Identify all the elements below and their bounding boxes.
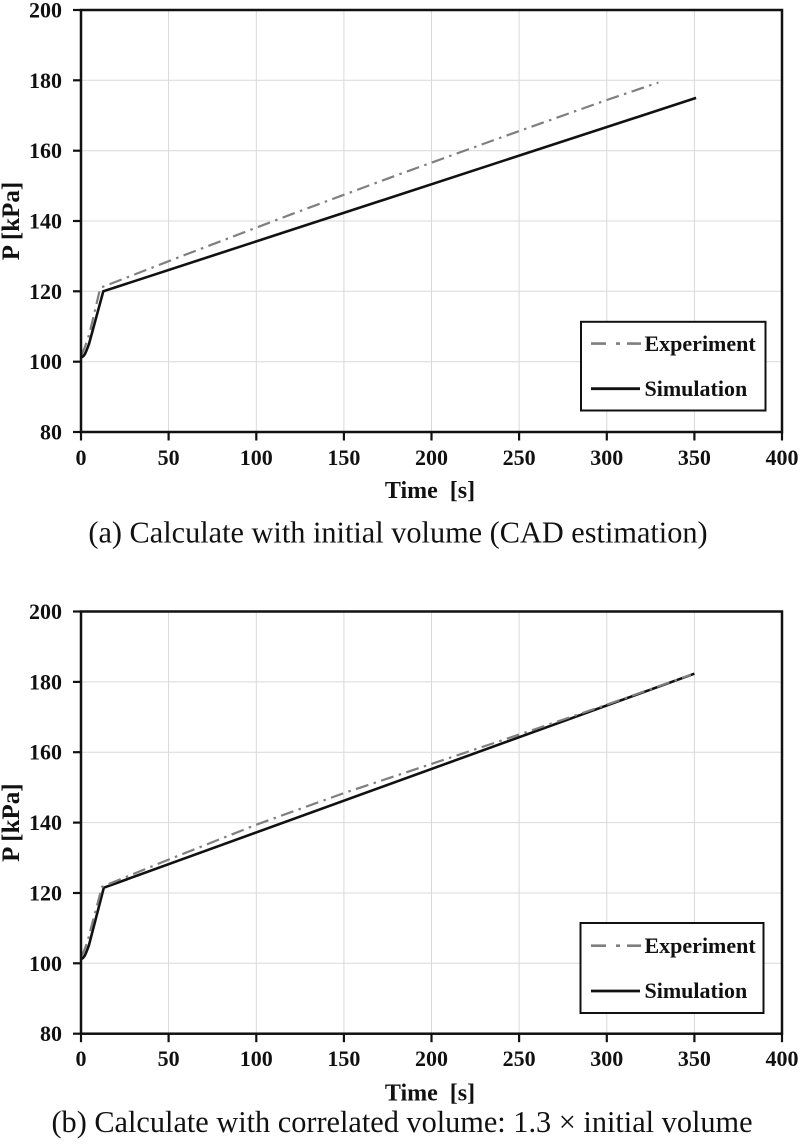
svg-text:100: 100 <box>240 1046 273 1071</box>
svg-text:Simulation: Simulation <box>645 376 748 401</box>
svg-text:Simulation: Simulation <box>645 978 748 1003</box>
svg-text:200: 200 <box>415 445 448 470</box>
svg-text:Time [s]: Time [s] <box>385 1081 475 1107</box>
svg-text:300: 300 <box>590 445 623 470</box>
svg-text:200: 200 <box>29 0 62 23</box>
svg-text:400: 400 <box>766 445 799 470</box>
svg-text:120: 120 <box>29 881 62 906</box>
svg-text:350: 350 <box>678 1046 711 1071</box>
svg-text:140: 140 <box>29 209 62 234</box>
svg-text:160: 160 <box>29 740 62 765</box>
svg-text:200: 200 <box>29 599 62 624</box>
svg-text:350: 350 <box>678 445 711 470</box>
svg-text:400: 400 <box>766 1046 799 1071</box>
svg-text:250: 250 <box>503 445 536 470</box>
svg-text:180: 180 <box>29 669 62 694</box>
svg-text:150: 150 <box>327 1046 360 1071</box>
svg-text:180: 180 <box>29 68 62 93</box>
svg-text:P [kPa]: P [kPa] <box>0 182 25 260</box>
svg-text:P [kPa]: P [kPa] <box>0 783 25 861</box>
svg-text:300: 300 <box>590 1046 623 1071</box>
svg-text:120: 120 <box>29 279 62 304</box>
svg-text:(b) Calculate with correlated: (b) Calculate with correlated volume: 1.… <box>51 1105 752 1139</box>
svg-text:80: 80 <box>40 1021 62 1046</box>
svg-text:200: 200 <box>415 1046 448 1071</box>
svg-text:100: 100 <box>29 349 62 374</box>
svg-text:0: 0 <box>76 1046 87 1071</box>
svg-text:250: 250 <box>503 1046 536 1071</box>
svg-text:150: 150 <box>327 445 360 470</box>
svg-text:160: 160 <box>29 138 62 163</box>
svg-text:140: 140 <box>29 810 62 835</box>
svg-text:50: 50 <box>158 1046 180 1071</box>
svg-text:80: 80 <box>40 420 62 445</box>
svg-text:(a) Calculate with initial vol: (a) Calculate with initial volume (CAD e… <box>88 516 707 550</box>
svg-text:100: 100 <box>29 951 62 976</box>
svg-text:0: 0 <box>76 445 87 470</box>
svg-text:Experiment: Experiment <box>645 933 757 958</box>
svg-text:Experiment: Experiment <box>645 331 757 356</box>
svg-text:50: 50 <box>158 445 180 470</box>
svg-text:Time [s]: Time [s] <box>385 478 475 504</box>
svg-text:100: 100 <box>240 445 273 470</box>
